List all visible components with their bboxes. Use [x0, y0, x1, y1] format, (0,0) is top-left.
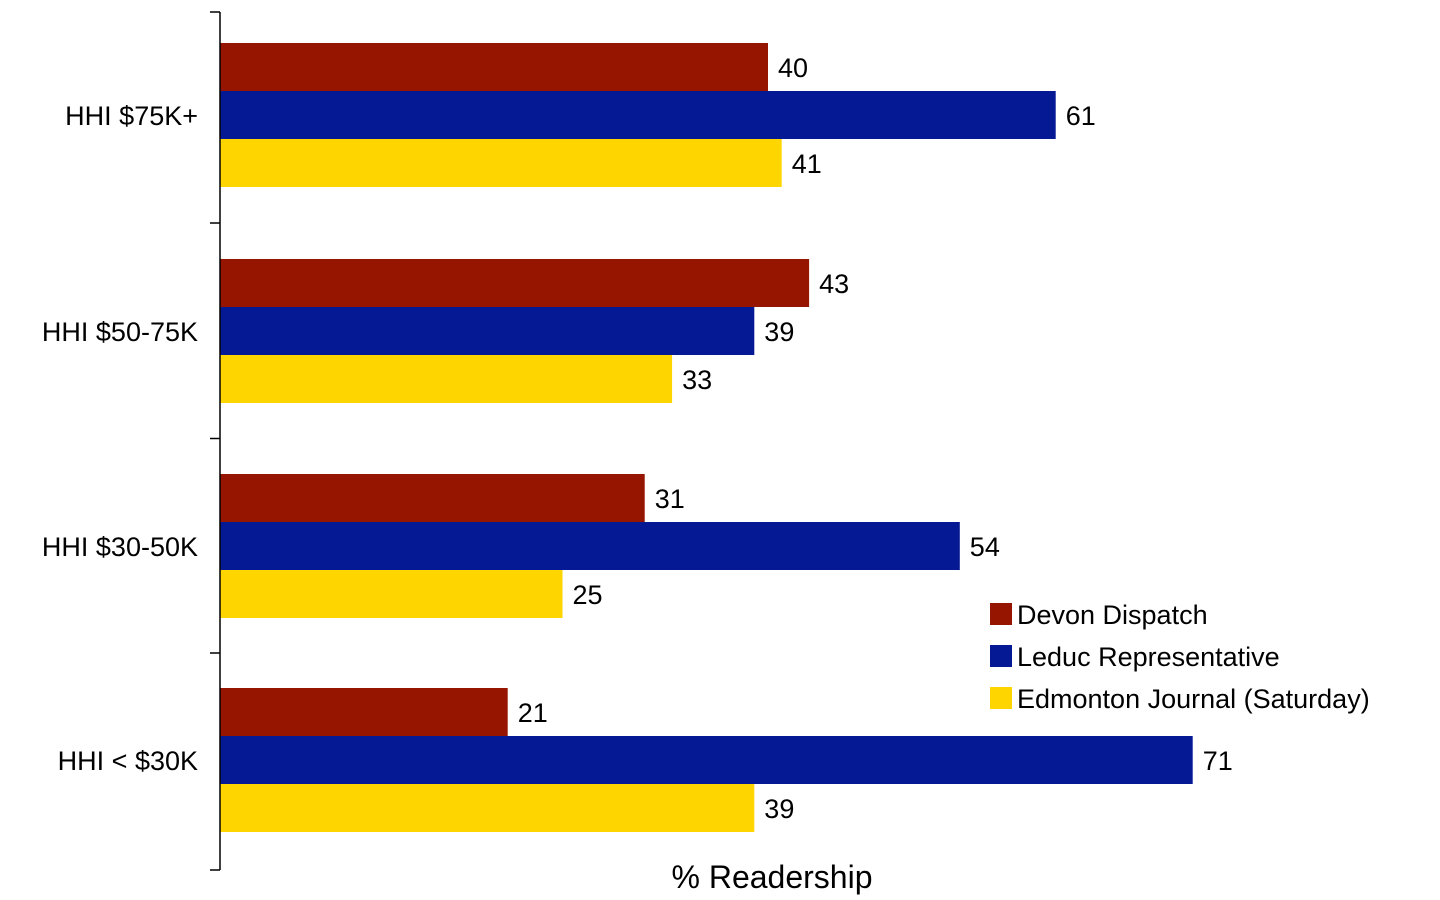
data-label: 39 — [764, 794, 794, 824]
bars-layer — [220, 43, 1193, 832]
x-axis-title: % Readership — [672, 859, 873, 895]
legend-swatch — [990, 645, 1012, 667]
data-label: 21 — [518, 698, 548, 728]
category-label: HHI $50-75K — [42, 317, 198, 347]
legend-swatch — [990, 687, 1012, 709]
axis-layer — [210, 11, 221, 871]
legend-swatch — [990, 603, 1012, 625]
bar — [220, 43, 768, 91]
data-label: 31 — [655, 484, 685, 514]
data-label: 43 — [819, 269, 849, 299]
category-label: HHI $30-50K — [42, 532, 198, 562]
bar — [220, 355, 673, 403]
bar — [220, 91, 1056, 139]
data-label: 25 — [573, 580, 603, 610]
legend: Devon Dispatch Leduc Representative Edmont… — [990, 600, 1370, 714]
bar — [220, 784, 755, 832]
data-label: 41 — [792, 149, 822, 179]
data-label: 61 — [1066, 101, 1096, 131]
data-label: 40 — [778, 53, 808, 83]
bar — [220, 736, 1193, 784]
labels-layer: 40 61 41 HHI $75K+ 43 39 33 HHI $50-75K 31 54 25 HH… — [42, 53, 1233, 824]
category-label: HHI < $30K — [58, 746, 198, 776]
data-label: 39 — [764, 317, 794, 347]
legend-label: Devon Dispatch — [1017, 600, 1208, 630]
bar — [220, 474, 645, 522]
data-label: 71 — [1203, 746, 1233, 776]
bar — [220, 688, 508, 736]
legend-label: Edmonton Journal (Saturday) — [1017, 684, 1370, 714]
bar — [220, 570, 563, 618]
category-label: HHI $75K+ — [65, 101, 198, 131]
bar — [220, 259, 810, 307]
data-label: 33 — [682, 365, 712, 395]
bar — [220, 522, 960, 570]
bar — [220, 307, 755, 355]
legend-label: Leduc Representative — [1017, 642, 1280, 672]
data-label: 54 — [970, 532, 1000, 562]
bar — [220, 139, 782, 187]
